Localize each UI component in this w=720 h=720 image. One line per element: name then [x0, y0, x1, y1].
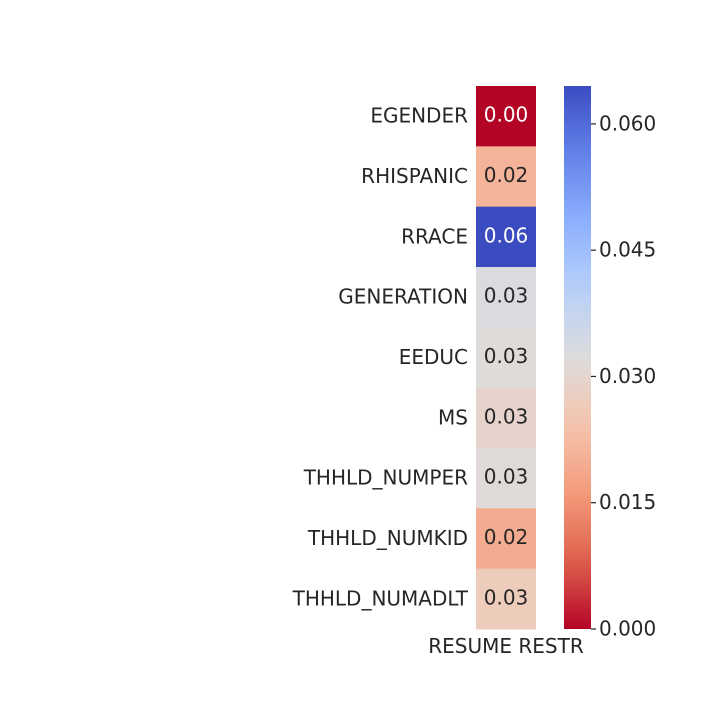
- row-label: EGENDER: [370, 104, 468, 128]
- cell-value-label: 0.02: [484, 163, 529, 187]
- colorbar-tick-label: 0.060: [599, 111, 656, 135]
- cell-value-label: 0.02: [484, 525, 529, 549]
- colorbar-ticks: 0.000 0.015 0.030 0.045 0.060: [591, 111, 656, 641]
- cell-value-label: 0.06: [484, 223, 529, 247]
- heatmap-cells: 0.00 0.02 0.06 0.03 0.03 0.03 0.03 0.02 0.03: [476, 86, 536, 630]
- row-label: RHISPANIC: [361, 164, 468, 188]
- row-label: THHLD_NUMKID: [307, 526, 468, 550]
- row-label: THHLD_NUMPER: [303, 466, 468, 490]
- colorbar-tick-label: 0.030: [599, 364, 656, 388]
- row-label: GENERATION: [338, 285, 468, 309]
- cell-value-label: 0.03: [484, 585, 529, 609]
- row-label: MS: [438, 405, 468, 429]
- heatmap-cell: [476, 387, 536, 449]
- row-label: THHLD_NUMADLT: [292, 586, 469, 610]
- colorbar-tick-label: 0.000: [599, 617, 656, 641]
- colorbar-gradient: [564, 86, 591, 629]
- colorbar-tick-label: 0.045: [599, 238, 656, 262]
- heatmap-cell: [476, 266, 536, 328]
- heatmap-cell: [476, 327, 536, 389]
- heatmap-cell: [476, 206, 536, 268]
- heatmap-cell: [476, 447, 536, 509]
- colorbar-tick-label: 0.015: [599, 490, 656, 514]
- cell-value-label: 0.03: [484, 465, 529, 489]
- heatmap-cell: [476, 568, 536, 630]
- cell-value-label: 0.00: [484, 103, 529, 127]
- heatmap-cell: [476, 146, 536, 208]
- cell-value-label: 0.03: [484, 344, 529, 368]
- row-label: EEDUC: [399, 345, 468, 369]
- cell-value-label: 0.03: [484, 404, 529, 428]
- heatmap-cell: [476, 86, 536, 147]
- row-labels: EGENDER RHISPANIC RRACE GENERATION EEDUC MS TH…: [292, 104, 469, 611]
- colorbar: 0.000 0.015 0.030 0.045 0.060: [564, 86, 656, 641]
- cell-value-label: 0.03: [484, 284, 529, 308]
- heatmap-cell: [476, 508, 536, 570]
- column-label: RESUME RESTR: [428, 634, 584, 658]
- row-label: RRACE: [401, 224, 468, 248]
